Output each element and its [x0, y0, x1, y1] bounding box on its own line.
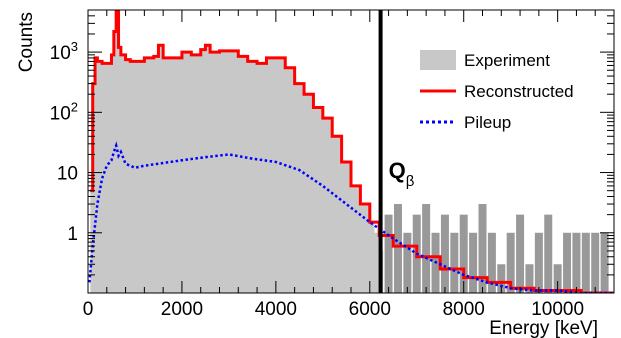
experiment-tail-bar — [450, 232, 459, 293]
y-axis-title: Counts — [16, 12, 37, 72]
y-tick-exponent: 2 — [71, 99, 78, 114]
experiment-tail-bar — [478, 204, 487, 293]
legend-label: Experiment — [464, 51, 550, 70]
experiment-tail-bar — [403, 232, 412, 293]
x-tick-label: 6000 — [349, 299, 391, 320]
x-tick-label: 0 — [83, 299, 94, 320]
series-experiment-area — [90, 10, 384, 293]
series-pileup-line — [88, 141, 614, 293]
experiment-tail-bar — [384, 214, 393, 293]
q-beta-subscript: β — [406, 173, 415, 190]
y-tick-exponent: 3 — [71, 39, 78, 54]
experiment-tail-bar — [553, 264, 562, 293]
legend-label: Reconstructed — [464, 82, 574, 101]
y-tick-label: 103 — [50, 39, 78, 64]
y-tick-label: 1 — [67, 224, 78, 245]
y-tick-label: 102 — [50, 99, 78, 124]
x-tick-label: 4000 — [255, 299, 297, 320]
y-tick-base: 10 — [50, 43, 71, 64]
experiment-tail-bar — [469, 232, 478, 293]
y-tick-label: 10 — [57, 164, 78, 185]
x-tick-label: 2000 — [161, 299, 203, 320]
experiment-tail-bar — [422, 204, 431, 293]
plot-area — [88, 10, 614, 293]
experiment-tail-bar — [487, 232, 496, 293]
experiment-tail-bar — [572, 232, 581, 293]
experiment-tail-bar — [581, 232, 590, 293]
experiment-tail-bar — [563, 232, 572, 293]
legend-swatch-experiment — [420, 50, 456, 70]
experiment-tail-bar — [525, 264, 534, 293]
x-axis-title: Energy [keV] — [489, 318, 598, 338]
experiment-tail-bar — [591, 232, 600, 293]
experiment-tail-bar — [534, 232, 543, 293]
experiment-tail-bar — [497, 264, 506, 293]
x-tick-label: 8000 — [443, 299, 485, 320]
experiment-tail-bar — [516, 214, 525, 293]
x-tick-label: 10000 — [531, 299, 584, 320]
q-beta-main: Q — [389, 158, 406, 183]
experiment-tail-bar — [440, 214, 449, 293]
y-tick-base: 10 — [50, 103, 71, 124]
q-beta-label: Qβ — [389, 158, 415, 190]
experiment-tail-bar — [459, 214, 468, 293]
experiment-tail-bar — [506, 232, 515, 293]
experiment-tail-bar — [393, 204, 402, 293]
experiment-tail-bar — [544, 214, 553, 293]
legend-label: Pileup — [464, 113, 511, 132]
experiment-tail-bar — [600, 232, 609, 293]
